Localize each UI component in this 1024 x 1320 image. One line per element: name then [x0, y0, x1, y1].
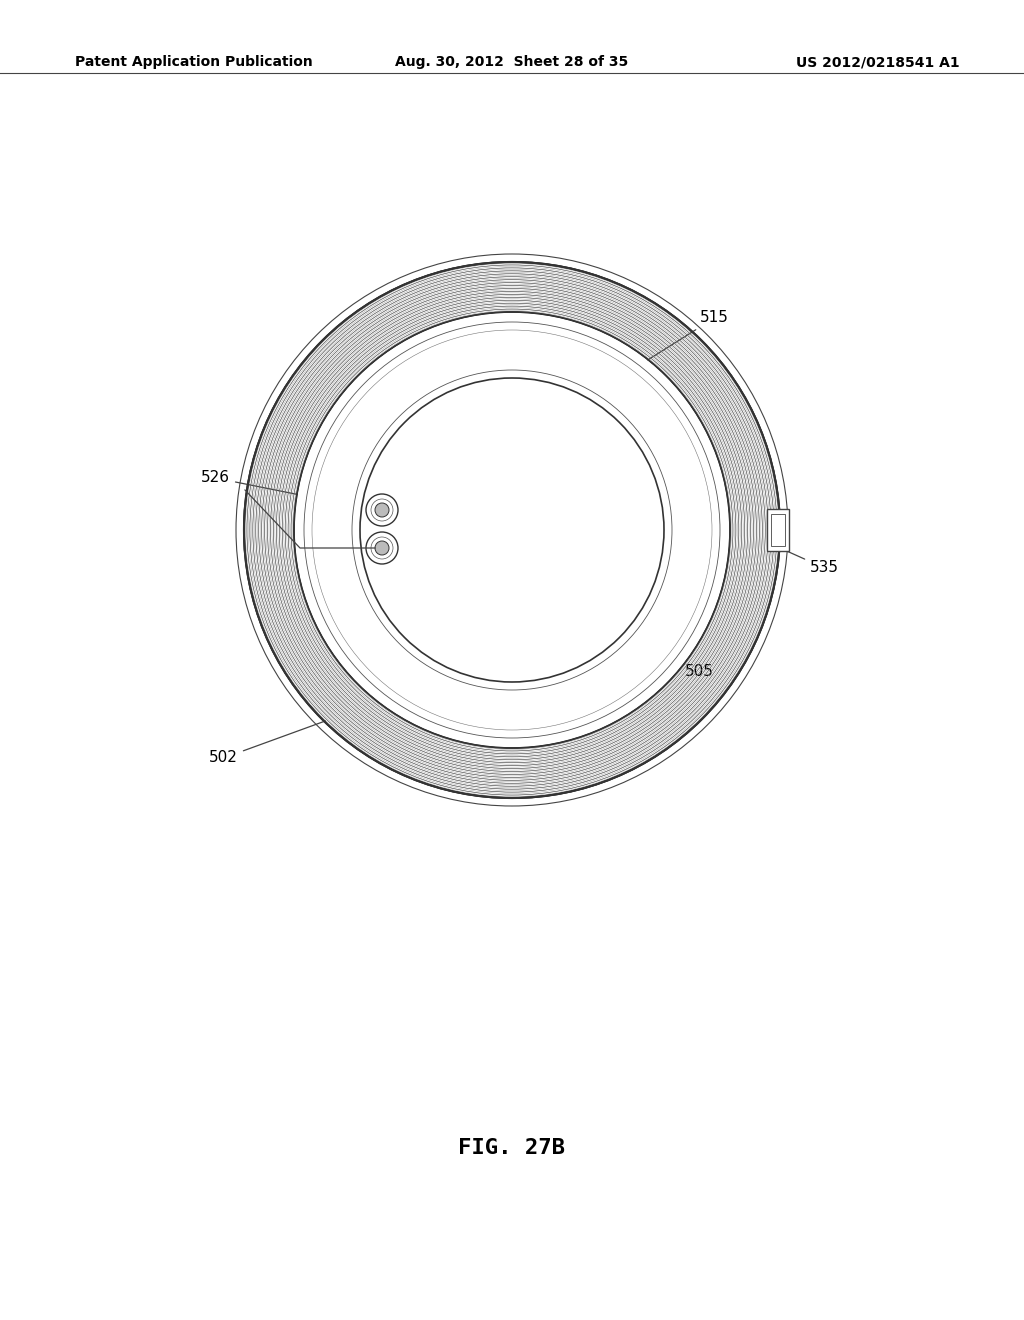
Circle shape: [294, 312, 730, 748]
Text: 505: 505: [593, 622, 714, 680]
Circle shape: [366, 532, 398, 564]
Circle shape: [360, 378, 664, 682]
Text: Patent Application Publication: Patent Application Publication: [75, 55, 312, 70]
Circle shape: [366, 494, 398, 525]
Bar: [771, 513, 785, 546]
Bar: [767, 510, 790, 550]
Circle shape: [375, 503, 389, 517]
Text: 526: 526: [201, 470, 373, 510]
Text: US 2012/0218541 A1: US 2012/0218541 A1: [797, 55, 961, 70]
Text: 515: 515: [602, 310, 729, 388]
Circle shape: [295, 313, 729, 747]
Circle shape: [375, 541, 389, 554]
Text: FIG. 27B: FIG. 27B: [459, 1138, 565, 1159]
Circle shape: [244, 261, 780, 799]
Text: 502: 502: [209, 721, 326, 766]
Text: Aug. 30, 2012  Sheet 28 of 35: Aug. 30, 2012 Sheet 28 of 35: [395, 55, 629, 70]
Text: 535: 535: [782, 549, 839, 576]
